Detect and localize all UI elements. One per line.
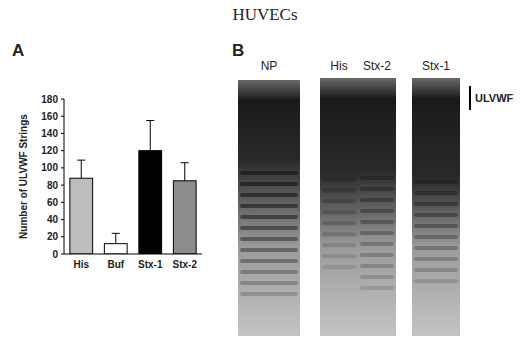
error-stem xyxy=(150,121,151,151)
y-tick-label: 160 xyxy=(41,111,58,122)
bar xyxy=(139,151,162,254)
gel-lane xyxy=(412,78,460,336)
gel-band xyxy=(414,246,458,250)
gel-lane xyxy=(320,78,358,336)
gel-band xyxy=(240,226,298,230)
y-tick-label: 60 xyxy=(47,197,59,208)
gel-band xyxy=(414,191,458,195)
lane-background xyxy=(238,80,300,336)
gel-band xyxy=(240,270,298,274)
gel-band xyxy=(240,215,298,219)
gel-band xyxy=(322,243,356,247)
error-stem xyxy=(115,233,116,243)
gel-band xyxy=(414,279,458,283)
y-axis xyxy=(64,99,65,254)
gel-band xyxy=(360,209,394,213)
gel-band xyxy=(360,198,394,202)
gel-band xyxy=(360,264,394,268)
gel-band xyxy=(360,286,394,290)
y-tick-label: 140 xyxy=(41,128,58,139)
gel-band xyxy=(414,257,458,261)
bar xyxy=(104,244,127,254)
bar xyxy=(173,181,196,254)
lane-label: NP xyxy=(261,59,278,73)
gel: NP His Stx-2 Stx-1 ULVWF xyxy=(238,59,514,336)
gel-band xyxy=(240,281,298,285)
figure-title: HUVECs xyxy=(232,5,297,24)
bar-chart: 0 20 40 60 80 100 120 140 160 180 Number of ULVWF … xyxy=(18,94,202,271)
gel-band xyxy=(360,187,394,191)
band-label: ULVWF xyxy=(475,92,514,104)
y-tick-label: 40 xyxy=(47,214,59,225)
gel-band xyxy=(360,231,394,235)
y-tick-label: 120 xyxy=(41,145,58,156)
gel-band xyxy=(240,259,298,263)
lane-label: Stx-2 xyxy=(363,59,391,73)
gel-band xyxy=(322,221,356,225)
gel-band xyxy=(240,204,298,208)
x-tick-label: His xyxy=(73,259,89,270)
gel-band xyxy=(360,275,394,279)
error-cap xyxy=(181,162,189,163)
error-stem xyxy=(184,163,185,181)
lane-background xyxy=(412,78,460,336)
panel-label: A xyxy=(12,41,24,60)
gel-band xyxy=(414,213,458,217)
y-tick-label: 80 xyxy=(47,180,59,191)
gel-band xyxy=(240,182,298,186)
gel-band xyxy=(322,232,356,236)
figure: HUVECs A B 0 20 40 60 80 100 120 140 160 180 Number o… xyxy=(0,0,520,343)
gel-lane xyxy=(358,78,396,336)
gel-lane xyxy=(238,80,300,336)
error-cap xyxy=(112,233,120,234)
gel-band xyxy=(240,193,298,197)
gel-band xyxy=(360,176,394,180)
gel-band xyxy=(322,254,356,258)
y-axis-label: Number of ULVWF Strings xyxy=(18,114,29,239)
x-tick-label: Stx-1 xyxy=(138,259,163,270)
gel-band xyxy=(240,248,298,252)
gel-band xyxy=(240,292,298,296)
error-bar xyxy=(112,233,120,243)
error-bar xyxy=(77,160,85,178)
x-tick-label: Buf xyxy=(107,259,124,270)
lane-background xyxy=(358,78,396,336)
gel-band xyxy=(360,253,394,257)
gel-band xyxy=(414,268,458,272)
gel-band xyxy=(414,224,458,228)
gel-band xyxy=(322,199,356,203)
error-cap xyxy=(146,120,154,121)
lane-label: His xyxy=(330,59,347,73)
gel-band xyxy=(360,220,394,224)
error-bar xyxy=(146,121,154,151)
gel-band xyxy=(322,177,356,181)
y-tick-label: 100 xyxy=(41,162,58,173)
gel-band xyxy=(360,242,394,246)
gel-band xyxy=(240,171,298,175)
gel-band xyxy=(322,188,356,192)
bars xyxy=(70,121,196,254)
bar xyxy=(70,178,93,254)
error-bar xyxy=(181,163,189,181)
y-tick-label: 180 xyxy=(41,94,58,105)
lane-label: Stx-1 xyxy=(422,59,450,73)
error-cap xyxy=(77,160,85,161)
x-tick-label: Stx-2 xyxy=(173,259,198,270)
y-tick-label: 0 xyxy=(52,249,58,260)
y-tick-label: 20 xyxy=(47,231,59,242)
gel-band xyxy=(322,210,356,214)
gel-band xyxy=(322,265,356,269)
band-bracket xyxy=(469,86,471,110)
x-axis xyxy=(64,254,202,255)
lane-background xyxy=(320,78,358,336)
gel-band xyxy=(414,235,458,239)
gel-band xyxy=(414,180,458,184)
gel-band xyxy=(240,237,298,241)
panel-label: B xyxy=(232,41,244,60)
gel-band xyxy=(414,202,458,206)
error-stem xyxy=(81,160,82,178)
